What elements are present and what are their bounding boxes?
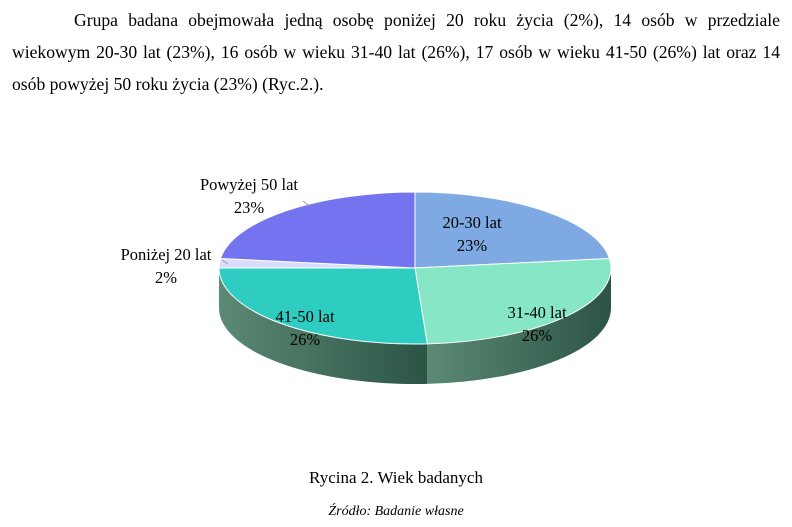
pie-label-ponizej-20-lat: Poniżej 20 lat 2%	[121, 245, 229, 287]
slice-percent-label: 26%	[522, 326, 553, 345]
pie-slice-powyzej-50-lat	[219, 191, 416, 269]
pie-label-20-30-lat: 20-30 lat 23%	[442, 213, 502, 255]
pie-slice-41-50-lat	[218, 267, 428, 345]
body-paragraph: Grupa badana obejmowała jedną osobę poni…	[12, 10, 780, 94]
pie-label-41-50-lat: 41-50 lat 26%	[275, 307, 335, 349]
slice-category-label: Poniżej 20 lat	[121, 245, 212, 264]
slice-category-label: 20-30 lat	[442, 213, 502, 232]
slice-percent-label: 2%	[155, 268, 177, 287]
pie-side-41-50-lat	[219, 268, 428, 384]
leader-line	[221, 259, 229, 265]
leader-line	[302, 200, 311, 207]
slice-percent-label: 23%	[457, 236, 488, 255]
slice-category-label: 41-50 lat	[275, 307, 335, 326]
slice-category-label: Powyżej 50 lat	[200, 175, 298, 194]
pie-label-powyzej-50-lat: Powyżej 50 lat 23%	[200, 175, 311, 217]
pie-side-31-40-lat	[427, 268, 611, 384]
slice-percent-label: 26%	[290, 330, 321, 349]
pie-slice-20-30-lat	[414, 191, 611, 269]
pie-label-31-40-lat: 31-40 lat 26%	[507, 303, 567, 345]
slice-percent-label: 23%	[234, 198, 265, 217]
age-pie-chart: 20-30 lat 23% 31-40 lat 26% 41-50 lat 26% Poni…	[0, 150, 792, 450]
pie-chart-svg: 20-30 lat 23% 31-40 lat 26% 41-50 lat 26% Poni…	[121, 175, 612, 384]
pie-slice-31-40-lat	[414, 257, 612, 345]
slice-category-label: 31-40 lat	[507, 303, 567, 322]
figure-source: Źródło: Badanie własne	[328, 504, 464, 519]
figure-caption: Rycina 2. Wiek badanych	[309, 468, 483, 487]
